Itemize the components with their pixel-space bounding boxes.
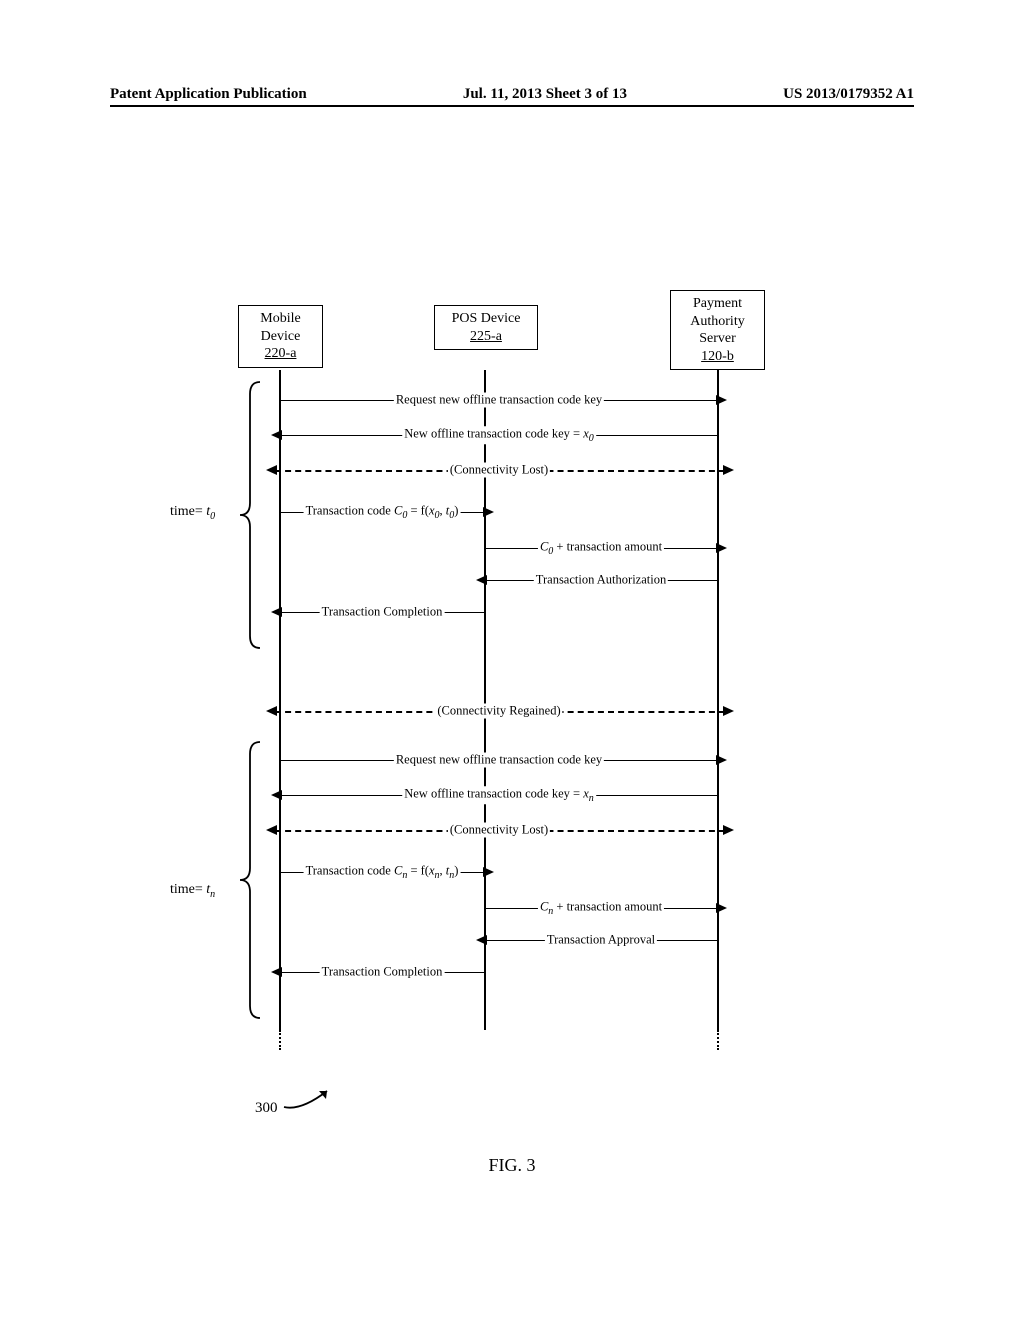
arrowhead-right-icon <box>723 706 734 716</box>
arrowhead-right-icon <box>723 825 734 835</box>
message-label-10: (Connectivity Lost) <box>448 823 550 838</box>
arrowhead-left-icon <box>266 825 277 835</box>
participant-pos: POS Device225-a <box>434 305 538 350</box>
page-header: Patent Application Publication Jul. 11, … <box>110 86 914 107</box>
lifeline-dotted-0 <box>279 635 281 710</box>
message-label-8: Request new offline transaction code key <box>394 753 604 768</box>
arrowhead-right-icon <box>483 507 494 517</box>
lifeline-dotted-1 <box>717 635 719 710</box>
participant-server: PaymentAuthorityServer120-b <box>670 290 765 370</box>
message-label-11: Transaction code Cn = f(xn, tn) <box>304 863 461 881</box>
message-label-14: Transaction Completion <box>320 965 445 980</box>
figure-caption: FIG. 3 <box>488 1155 535 1176</box>
time-label-1: time= tn <box>170 882 215 900</box>
arrowhead-right-icon <box>716 543 727 553</box>
message-label-13: Transaction Approval <box>545 933 657 948</box>
arrowhead-left-icon <box>266 465 277 475</box>
arrowhead-left-icon <box>271 607 282 617</box>
message-label-6: Transaction Completion <box>320 605 445 620</box>
arrowhead-left-icon <box>266 706 277 716</box>
message-label-1: New offline transaction code key = x0 <box>402 426 596 444</box>
message-label-4: C0 + transaction amount <box>538 539 664 557</box>
brace-icon <box>238 380 264 650</box>
arrowhead-right-icon <box>483 867 494 877</box>
lifeline-dotted-3 <box>717 1030 719 1050</box>
arrowhead-left-icon <box>476 575 487 585</box>
participant-mobile: MobileDevice220-a <box>238 305 323 368</box>
brace-icon <box>238 740 264 1020</box>
arrowhead-left-icon <box>271 430 282 440</box>
arrowhead-right-icon <box>716 755 727 765</box>
lifeline-dotted-2 <box>279 1030 281 1050</box>
header-center: Jul. 11, 2013 Sheet 3 of 13 <box>463 86 627 103</box>
arrowhead-left-icon <box>271 790 282 800</box>
message-label-12: Cn + transaction amount <box>538 899 664 917</box>
arrowhead-left-icon <box>271 967 282 977</box>
message-label-0: Request new offline transaction code key <box>394 393 604 408</box>
message-label-3: Transaction code C0 = f(x0, t0) <box>304 503 461 521</box>
message-label-7: (Connectivity Regained) <box>435 704 562 719</box>
arrowhead-right-icon <box>716 395 727 405</box>
arrowhead-right-icon <box>723 465 734 475</box>
message-label-5: Transaction Authorization <box>534 573 668 588</box>
arrowhead-left-icon <box>476 935 487 945</box>
figure-ref-number: 300 <box>255 1100 278 1117</box>
arrowhead-right-icon <box>716 903 727 913</box>
message-label-2: (Connectivity Lost) <box>448 463 550 478</box>
time-label-0: time= t0 <box>170 504 215 522</box>
message-label-9: New offline transaction code key = xn <box>402 786 596 804</box>
header-right: US 2013/0179352 A1 <box>783 86 914 103</box>
header-left: Patent Application Publication <box>110 86 307 103</box>
figure-ref-arrow-icon <box>281 1085 341 1120</box>
figure-number-text: 300 <box>255 1100 278 1116</box>
